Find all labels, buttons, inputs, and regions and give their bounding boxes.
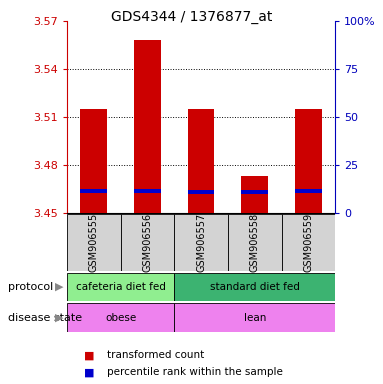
Text: GSM906559: GSM906559 [303,213,313,272]
FancyBboxPatch shape [174,303,335,332]
Bar [188,109,214,213]
Text: protocol: protocol [8,282,53,292]
Text: obese: obese [105,313,136,323]
Text: GDS4344 / 1376877_at: GDS4344 / 1376877_at [111,10,272,23]
Text: ▶: ▶ [55,282,64,292]
Bar [241,176,268,213]
Bar [80,109,107,213]
Bar [295,189,322,193]
Text: ■: ■ [84,367,95,377]
FancyBboxPatch shape [67,303,174,332]
Text: standard diet fed: standard diet fed [210,282,300,292]
FancyBboxPatch shape [67,273,174,301]
Text: transformed count: transformed count [107,350,205,360]
Text: ▶: ▶ [55,313,64,323]
Bar [188,190,214,194]
Bar [295,109,322,213]
Bar [241,190,268,194]
FancyBboxPatch shape [228,214,282,271]
Text: lean: lean [244,313,266,323]
Text: GSM906558: GSM906558 [250,213,260,272]
FancyBboxPatch shape [174,273,335,301]
Bar [80,189,107,193]
Text: cafeteria diet fed: cafeteria diet fed [76,282,165,292]
Text: GSM906556: GSM906556 [142,213,152,272]
FancyBboxPatch shape [121,214,174,271]
Text: GSM906555: GSM906555 [89,213,99,272]
Bar [134,189,161,193]
Text: percentile rank within the sample: percentile rank within the sample [107,367,283,377]
Bar [134,40,161,213]
Text: disease state: disease state [8,313,82,323]
Text: ■: ■ [84,350,95,360]
FancyBboxPatch shape [67,214,121,271]
Text: GSM906557: GSM906557 [196,213,206,272]
FancyBboxPatch shape [282,214,335,271]
FancyBboxPatch shape [174,214,228,271]
